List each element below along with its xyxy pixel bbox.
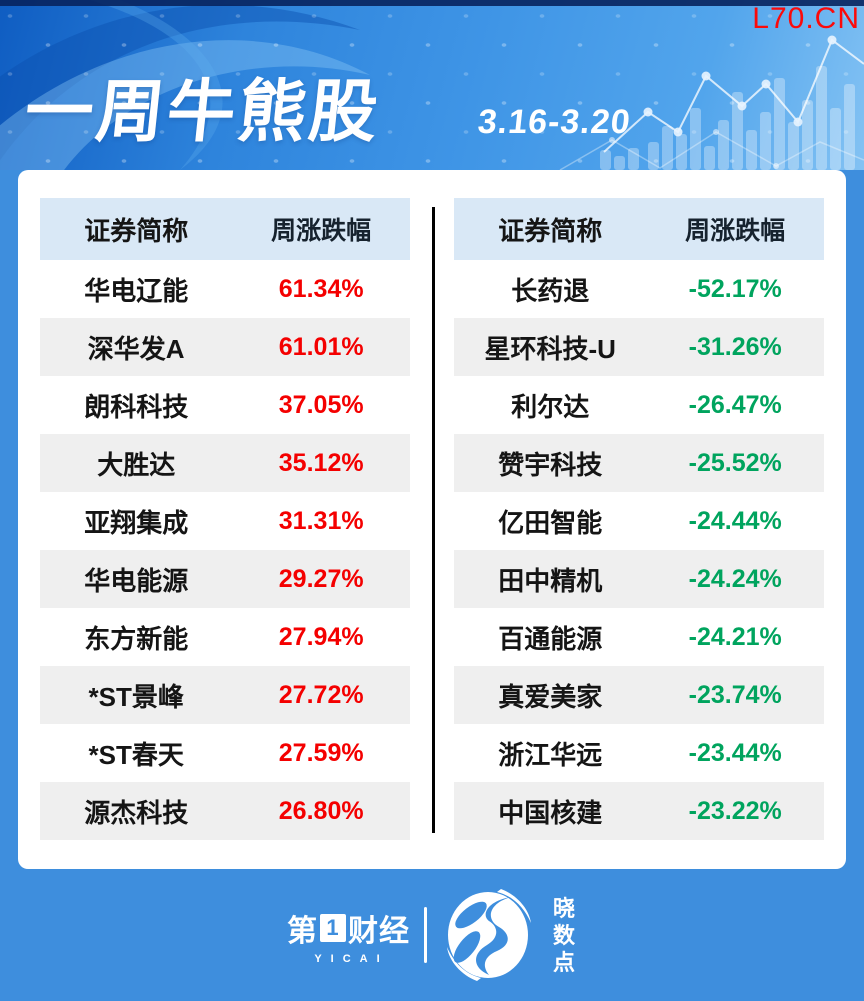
page-title: 一周牛熊股: [21, 74, 385, 150]
weekly-change-value: 35.12%: [278, 448, 364, 477]
swirl-shape: [0, 4, 360, 161]
weekly-change-value: -24.24%: [688, 564, 782, 593]
column-header-name: 证券简称: [498, 215, 603, 246]
weekly-change-value: 27.94%: [278, 622, 364, 651]
stock-name: *ST景峰: [88, 681, 184, 712]
table-row: 真爱美家 -23.74%: [454, 666, 824, 724]
stock-name: 星环科技-U: [484, 333, 616, 364]
table-row: 源杰科技 26.80%: [40, 782, 410, 840]
column-header-change: 周涨跌幅: [271, 217, 372, 245]
xiaoshudian-logo-text: 晓数点: [552, 895, 575, 975]
column-header-change: 周涨跌幅: [685, 217, 786, 245]
stock-name: 朗科科技: [84, 391, 189, 422]
tables-divider: [432, 207, 435, 833]
stock-name: 百通能源: [498, 623, 603, 654]
dot-grid-pattern: [0, 0, 864, 170]
bar-chart-decoration: [600, 66, 855, 170]
stock-name: 长药退: [511, 275, 590, 306]
swirl-shape: [0, 40, 370, 170]
yicai-logo-text: 财经: [348, 914, 410, 948]
column-header-name: 证券简称: [84, 215, 189, 246]
table-row: 星环科技-U -31.26%: [454, 318, 824, 376]
weekly-change-value: -23.22%: [688, 796, 782, 825]
weekly-change-value: -23.74%: [688, 680, 782, 709]
stock-name: 深华发A: [87, 333, 185, 364]
weekly-change-value: 61.34%: [278, 274, 364, 303]
losers-rows: 长药退 -52.17% 星环科技-U -31.26% 利尔达 -26.47% 赞宇科技 -25…: [454, 260, 824, 840]
losers-table: 证券简称 周涨跌幅 长药退 -52.17% 星环科技-U -31.26% 利尔达 -26.…: [454, 198, 824, 840]
footer: 第 1 财经 YICAI 晓数点: [0, 869, 864, 1001]
table-row: 中国核建 -23.22%: [454, 782, 824, 840]
yicai-logo: 第 1 财经 YICAI: [287, 906, 410, 965]
table-row: 浙江华远 -23.44%: [454, 724, 824, 782]
weekly-change-value: -25.52%: [688, 448, 782, 477]
data-card: 证券简称 周涨跌幅 华电辽能 61.34% 深华发A 61.01% 朗科科技 37.05%…: [18, 170, 846, 869]
stock-name: 华电辽能: [84, 275, 189, 306]
stock-name: 中国核建: [498, 797, 603, 828]
weekly-change-value: 29.27%: [278, 564, 364, 593]
footer-divider-bar: [424, 907, 427, 963]
stock-name: 真爱美家: [498, 681, 603, 712]
weekly-change-value: 61.01%: [278, 332, 364, 361]
table-row: 亚翔集成 31.31%: [40, 492, 410, 550]
weekly-change-value: -52.17%: [688, 274, 782, 303]
stock-name: 浙江华远: [498, 739, 603, 770]
table-row: 百通能源 -24.21%: [454, 608, 824, 666]
yicai-logo-digit: 1: [320, 913, 346, 942]
gainers-table-header: 证券简称 周涨跌幅: [40, 198, 410, 260]
swirl-shape: [90, 0, 223, 170]
stock-name: 亿田智能: [498, 507, 603, 538]
table-row: *ST景峰 27.72%: [40, 666, 410, 724]
date-range: 3.16-3.20: [476, 103, 633, 141]
gainers-table: 证券简称 周涨跌幅 华电辽能 61.34% 深华发A 61.01% 朗科科技 37.05%…: [40, 198, 410, 840]
weekly-change-value: -24.44%: [688, 506, 782, 535]
table-row: 大胜达 35.12%: [40, 434, 410, 492]
stock-name: 源杰科技: [84, 797, 189, 828]
yicai-logo-subtext: YICAI: [314, 952, 389, 965]
weekly-change-value: 37.05%: [278, 390, 364, 419]
line-chart-decoration: [559, 35, 864, 170]
losers-table-header: 证券简称 周涨跌幅: [454, 198, 824, 260]
table-row: 华电辽能 61.34%: [40, 260, 410, 318]
table-row: 长药退 -52.17%: [454, 260, 824, 318]
stock-name: *ST春天: [88, 739, 184, 770]
stock-name: 赞宇科技: [498, 449, 603, 480]
weekly-change-value: -24.21%: [688, 622, 782, 651]
weekly-change-value: 26.80%: [278, 796, 364, 825]
stock-name: 亚翔集成: [84, 507, 189, 538]
weekly-change-value: -31.26%: [688, 332, 782, 361]
stock-name: 东方新能: [84, 623, 189, 654]
weekly-change-value: 27.59%: [278, 738, 364, 767]
table-row: 深华发A 61.01%: [40, 318, 410, 376]
stock-name: 利尔达: [511, 391, 590, 422]
table-row: *ST春天 27.59%: [40, 724, 410, 782]
table-row: 亿田智能 -24.44%: [454, 492, 824, 550]
stock-name: 田中精机: [498, 565, 603, 596]
table-row: 朗科科技 37.05%: [40, 376, 410, 434]
gainers-rows: 华电辽能 61.34% 深华发A 61.01% 朗科科技 37.05% 大胜达 35.12% 亚…: [40, 260, 410, 840]
weekly-change-value: -23.44%: [688, 738, 782, 767]
xiaoshudian-logo-icon: [447, 889, 531, 981]
header-banner: 一周牛熊股 3.16-3.20 L70.CN: [0, 0, 864, 170]
table-row: 东方新能 27.94%: [40, 608, 410, 666]
table-row: 利尔达 -26.47%: [454, 376, 824, 434]
brand-logos: 第 1 财经 YICAI 晓数点: [287, 885, 577, 985]
weekly-change-value: 27.72%: [278, 680, 364, 709]
weekly-change-value: -26.47%: [688, 390, 782, 419]
table-row: 赞宇科技 -25.52%: [454, 434, 824, 492]
table-row: 田中精机 -24.24%: [454, 550, 824, 608]
table-row: 华电能源 29.27%: [40, 550, 410, 608]
watermark-url: L70.CN: [752, 2, 860, 35]
top-border-strip: [0, 0, 864, 6]
weekly-change-value: 31.31%: [278, 506, 364, 535]
stock-name: 大胜达: [97, 449, 176, 480]
header-decoration-art: [0, 0, 864, 170]
yicai-logo-text: 第: [287, 914, 318, 948]
stock-name: 华电能源: [84, 565, 189, 596]
